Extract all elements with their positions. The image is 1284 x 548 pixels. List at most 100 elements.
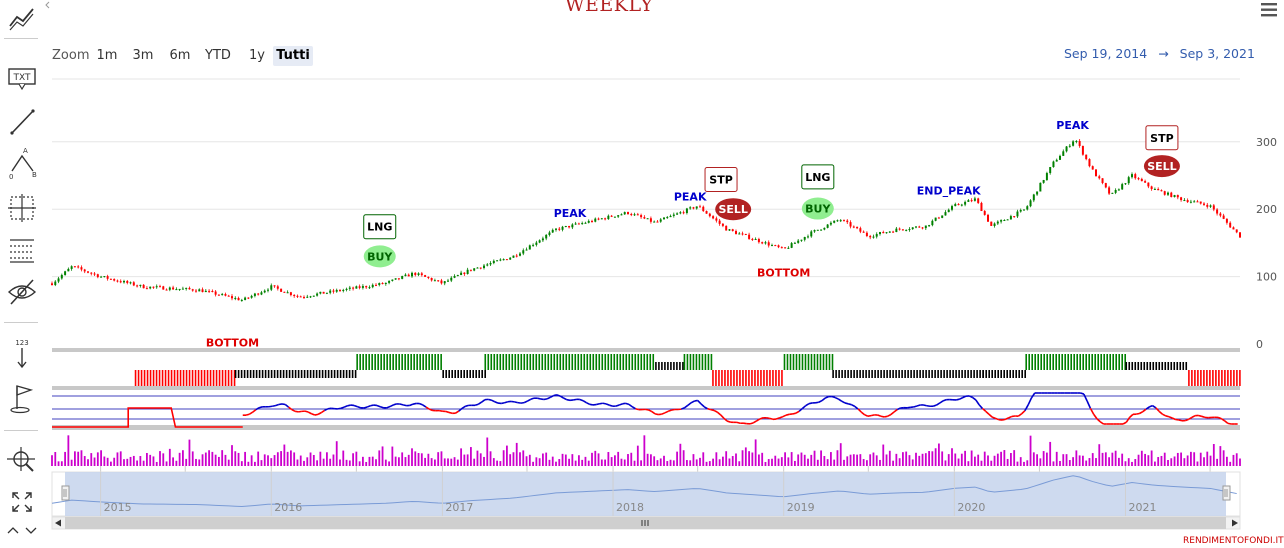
volume-bar — [172, 457, 174, 466]
credits-link[interactable]: RENDIMENTOFONDI.IT — [1183, 536, 1284, 546]
fibonacci-icon[interactable]: A 0 B — [3, 146, 41, 182]
volume-bar — [407, 454, 410, 466]
signal-bar — [692, 354, 695, 370]
candle — [109, 278, 112, 280]
scroll-left-icon[interactable] — [55, 519, 61, 527]
zoom-label: Zoom — [52, 48, 90, 63]
volume-bar — [790, 452, 793, 466]
crosshair-measure-icon[interactable] — [3, 190, 41, 226]
zoom-all-button[interactable]: Tutti — [273, 46, 313, 66]
signal-bar — [664, 362, 666, 370]
signal-bar — [1106, 354, 1109, 370]
volume-bar — [178, 452, 181, 466]
candle — [283, 291, 286, 293]
signal-bar — [529, 354, 532, 370]
zoom-6m-button[interactable]: 6m — [169, 48, 191, 63]
zoom-crosshair-icon[interactable] — [3, 442, 41, 478]
candle — [843, 220, 845, 222]
volume-bar — [113, 457, 116, 466]
volume-bar — [810, 454, 813, 466]
candle — [548, 232, 551, 235]
signal-bar — [1221, 370, 1223, 386]
signal-bar — [616, 354, 619, 370]
signal-bar — [249, 370, 252, 378]
volume-bar — [132, 455, 135, 466]
signal-bar — [1034, 354, 1037, 370]
volume-bar — [450, 458, 453, 466]
candle — [371, 284, 374, 288]
line-draw-icon[interactable] — [3, 104, 41, 140]
range-from[interactable]: Sep 19, 2014 — [1064, 46, 1148, 61]
oscillator-line — [370, 404, 374, 407]
oscillator-line — [766, 416, 770, 420]
candle — [1163, 191, 1166, 195]
signal-bar — [1155, 362, 1158, 370]
volume-bar — [879, 459, 881, 466]
oscillator-line — [448, 411, 453, 415]
candle — [204, 290, 207, 293]
oscillator-line — [514, 401, 518, 404]
zoom-1y-button[interactable]: 1y — [249, 48, 265, 63]
candle — [591, 220, 593, 222]
flag-icon[interactable] — [3, 380, 41, 416]
hide-visibility-icon[interactable] — [3, 274, 41, 310]
menu-icon[interactable] — [1260, 2, 1278, 18]
candle — [918, 226, 921, 228]
candle — [505, 259, 508, 261]
signal-bar — [1103, 354, 1106, 370]
oscillator-line — [298, 410, 302, 413]
fullscreen-icon[interactable] — [3, 484, 41, 520]
volume-bar — [568, 458, 570, 466]
candle — [375, 284, 377, 286]
oscillator-line — [687, 402, 692, 406]
signal-bar — [526, 354, 529, 370]
volume-bar — [617, 451, 620, 466]
candle — [178, 288, 181, 290]
indicators-icon[interactable] — [3, 0, 41, 36]
volume-bar — [434, 459, 436, 466]
scroll-arrows-icon[interactable] — [3, 518, 41, 540]
volume-bar — [159, 451, 161, 466]
signal-bar — [637, 354, 640, 370]
zoom-1m-button[interactable]: 1m — [96, 48, 118, 63]
volume-bar — [476, 450, 479, 466]
signal-bar — [224, 370, 227, 386]
y-tick-label: 100 — [1256, 271, 1277, 284]
oscillator-line — [615, 404, 620, 407]
oscillator-line — [458, 407, 463, 412]
candle — [577, 223, 580, 225]
zoom-3m-button[interactable]: 3m — [132, 48, 154, 63]
vertical-arrow-icon[interactable]: 123 — [3, 336, 41, 372]
signal-bar — [1121, 354, 1124, 370]
oscillator-line — [428, 408, 433, 412]
oscillator-line — [311, 413, 316, 416]
scroll-right-icon[interactable] — [1232, 519, 1238, 527]
volume-bar — [630, 452, 633, 466]
zoom-ytd-button[interactable]: YTD — [205, 48, 231, 63]
txt-label: TXT — [12, 73, 31, 83]
volume-bar — [316, 460, 318, 466]
candle — [358, 286, 361, 288]
oscillator-line — [1021, 410, 1026, 415]
volume-bar — [342, 450, 345, 466]
signal-bar — [889, 370, 891, 378]
oscillator-line — [422, 404, 427, 408]
grid-table-icon[interactable] — [3, 232, 41, 268]
candle — [869, 236, 872, 238]
volume-bar — [712, 458, 714, 466]
volume-bar — [967, 461, 970, 466]
volume-bar — [489, 451, 492, 466]
oscillator-line — [635, 407, 639, 411]
candle — [640, 215, 643, 218]
signal-bar — [1088, 354, 1091, 370]
volume-bar — [859, 454, 862, 466]
oscillator-line — [667, 409, 672, 413]
volume-bar — [201, 454, 204, 466]
oscillator-line — [936, 402, 941, 406]
signal-bar — [772, 370, 774, 386]
signal-bar — [234, 370, 237, 378]
annotation-text-icon[interactable]: TXT — [3, 60, 41, 96]
candle — [273, 285, 276, 287]
range-to[interactable]: Sep 3, 2021 — [1179, 46, 1255, 61]
candle — [685, 208, 688, 213]
